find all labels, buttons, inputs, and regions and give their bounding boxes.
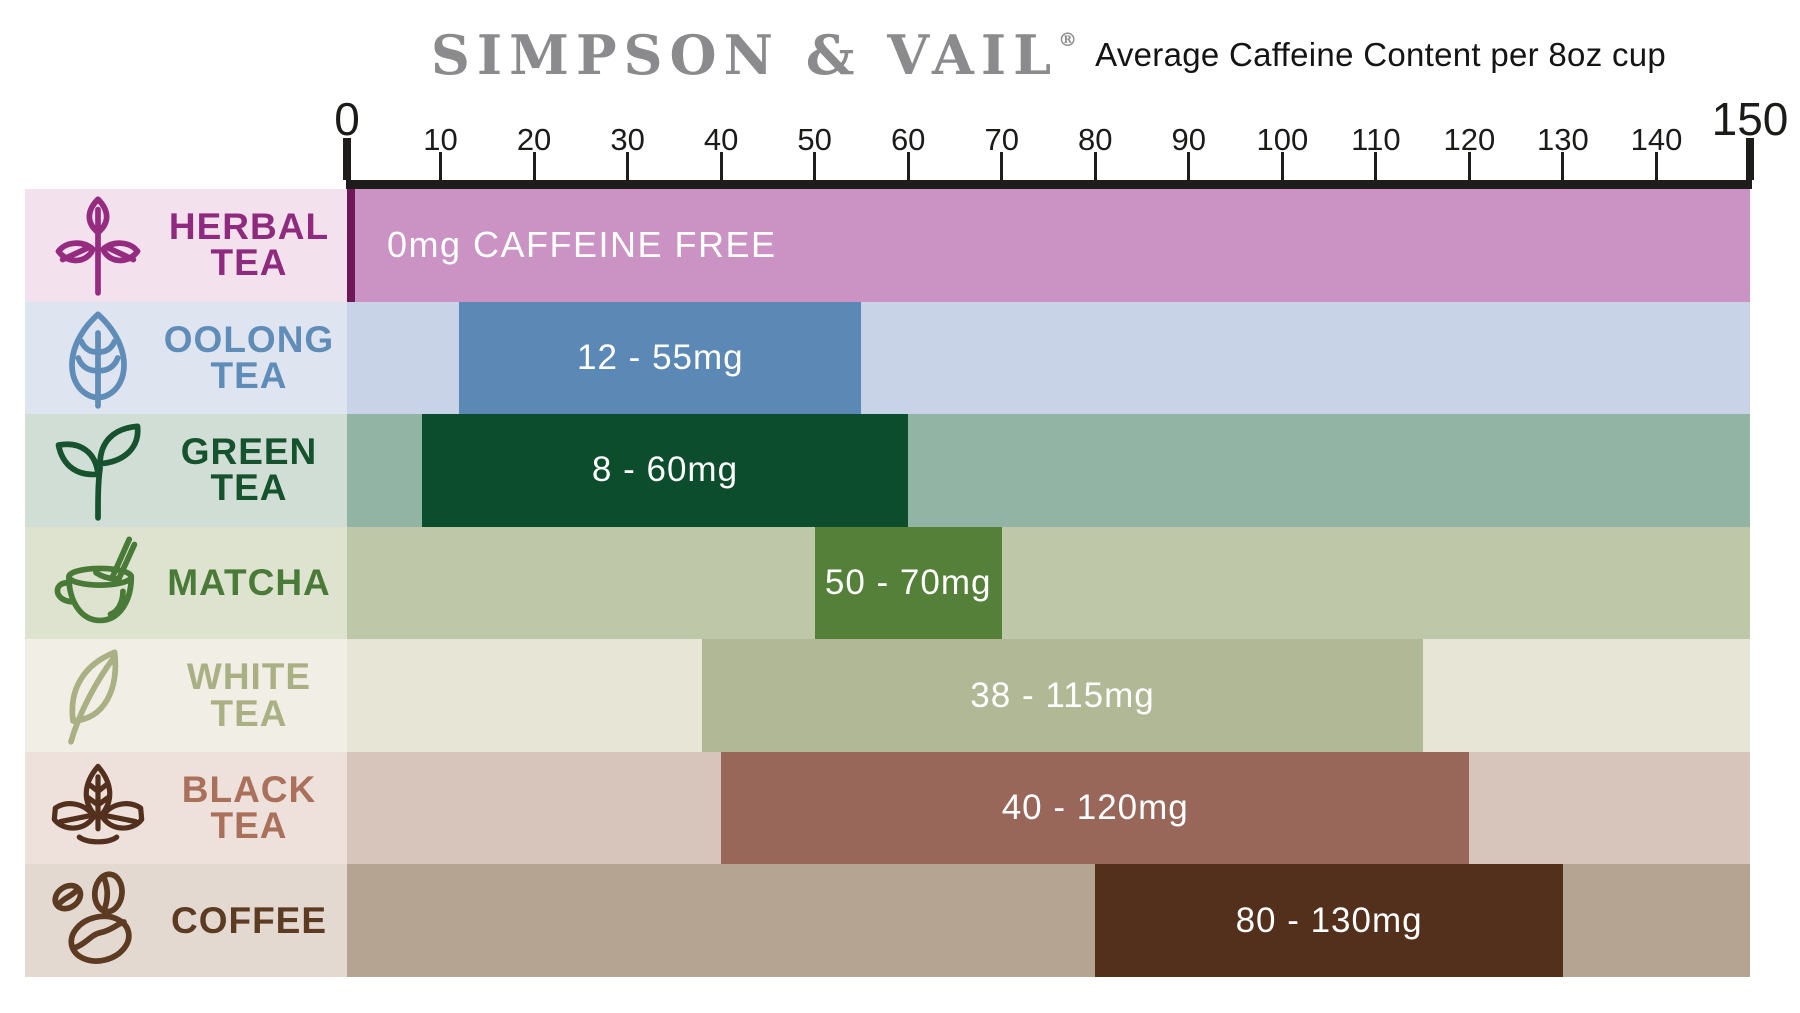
herbal-plant-icon (41, 193, 155, 297)
axis-tick-mark (343, 138, 351, 180)
axis-tick-label: 100 (1256, 122, 1309, 157)
axis-tick-label: 90 (1171, 122, 1207, 157)
axis-tick-label: 140 (1630, 122, 1683, 157)
axis-tick-label: 120 (1443, 122, 1496, 157)
label-line-2: TEA (210, 467, 288, 509)
axis-tick-label: 150 (1711, 93, 1789, 145)
row-oolong-tea: 12 - 55mg OOLONG TEA (0, 301, 1800, 415)
green-tea-label-cell: GREEN TEA (25, 414, 347, 527)
axis-tick-label: 60 (890, 122, 926, 157)
label-line-1: HERBAL (168, 206, 330, 248)
registered-trademark-symbol: ® (1058, 29, 1078, 51)
axis-tick-mark (1093, 152, 1097, 180)
matcha-label-cell: MATCHA (25, 526, 347, 640)
label-line-1: BLACK (181, 768, 317, 810)
axis-tick-label: 130 (1537, 122, 1589, 157)
green-tea-label: GREEN TEA (155, 431, 347, 509)
green-tea-sprout-icon (41, 418, 155, 522)
axis-tick-mark (813, 152, 817, 180)
axis-tick-mark (1000, 152, 1004, 180)
herbal-tea-zero-marker (347, 189, 355, 302)
label-line-1: GREEN (180, 431, 318, 473)
green-tea-caffeine-bar: 8 - 60mg (421, 414, 909, 527)
herbal-tea-row-band: 0mg CAFFEINE FREE (347, 189, 1750, 302)
axis-tick-mark (439, 152, 443, 180)
coffee-label: COFFEE (155, 899, 347, 941)
axis-tick-mark (626, 152, 630, 180)
label-line-1: COFFEE (170, 899, 328, 941)
herbal-tea-label-cell: HERBAL TEA (25, 189, 347, 302)
coffee-caffeine-bar: 80 - 130mg (1095, 864, 1563, 978)
oolong-leaf-icon (41, 306, 155, 410)
herbal-tea-bar-label: 0mg CAFFEINE FREE (387, 224, 777, 266)
label-line-2: TEA (210, 354, 288, 396)
row-white-tea: 38 - 115mg WHITE TEA (0, 639, 1800, 752)
herbal-tea-label: HERBAL TEA (155, 206, 347, 284)
axis-tick-mark (1467, 152, 1471, 180)
label-line-1: MATCHA (167, 561, 331, 603)
axis-tick-mark (719, 152, 723, 180)
matcha-bowl-whisk-icon (41, 531, 155, 635)
coffee-row-band: 80 - 130mg (347, 864, 1750, 978)
axis-tick-label: 30 (610, 122, 645, 157)
label-line-1: OOLONG (163, 318, 335, 360)
white-tea-leaf-icon (41, 644, 155, 748)
row-black-tea: 40 - 120mg BLACK TEA (0, 751, 1800, 865)
label-line-2: TEA (210, 805, 288, 847)
axis-tick-label: 50 (797, 122, 832, 157)
label-line-2: TEA (210, 692, 288, 734)
axis-tick-mark (1654, 152, 1658, 180)
brand-name: SIMPSON & VAIL (430, 23, 1059, 87)
white-tea-row-band: 38 - 115mg (347, 639, 1750, 752)
oolong-tea-label: OOLONG TEA (155, 318, 347, 396)
axis-tick-mark (1187, 152, 1191, 180)
axis-tick-mark (1280, 152, 1284, 180)
black-tea-row-band: 40 - 120mg (347, 751, 1750, 865)
black-tea-leaves-icon (41, 756, 155, 860)
coffee-beans-icon (41, 869, 155, 973)
header: SIMPSON & VAIL® Average Caffeine Content… (347, 10, 1750, 100)
oolong-tea-caffeine-bar: 12 - 55mg (459, 301, 862, 415)
matcha-caffeine-bar: 50 - 70mg (814, 526, 1002, 640)
x-axis-line (346, 180, 1752, 189)
black-tea-label: BLACK TEA (155, 768, 347, 847)
matcha-label: MATCHA (155, 561, 347, 603)
matcha-row-band: 50 - 70mg (347, 526, 1750, 640)
axis-tick-label: 80 (1078, 122, 1113, 157)
axis-tick-mark (1374, 152, 1378, 180)
axis-tick-mark (906, 152, 910, 180)
axis-tick-mark (1746, 138, 1754, 180)
axis-tick-label: 10 (423, 122, 458, 157)
axis-tick-label: 70 (984, 122, 1019, 157)
axis-tick-mark (1561, 152, 1565, 180)
white-tea-label: WHITE TEA (155, 656, 347, 734)
oolong-tea-row-band: 12 - 55mg (347, 301, 1750, 415)
chart-title: Average Caffeine Content per 8oz cup (1095, 36, 1667, 73)
green-tea-row-band: 8 - 60mg (347, 414, 1750, 527)
label-line-1: WHITE (186, 656, 312, 698)
white-tea-label-cell: WHITE TEA (25, 639, 347, 752)
black-tea-label-cell: BLACK TEA (25, 751, 347, 865)
axis-tick-label: 110 (1351, 122, 1401, 157)
brand-logo-text: SIMPSON & VAIL® (431, 23, 1077, 87)
white-tea-caffeine-bar: 38 - 115mg (702, 639, 1423, 752)
chart-rows: 0mg CAFFEINE FREE HERBAL TEA (0, 189, 1800, 978)
coffee-label-cell: COFFEE (25, 864, 347, 978)
row-herbal-tea: 0mg CAFFEINE FREE HERBAL TEA (0, 189, 1800, 302)
axis-tick-label: 40 (703, 122, 739, 157)
axis-tick-label: 0 (334, 93, 360, 145)
row-green-tea: 8 - 60mg GREEN TEA (0, 414, 1800, 527)
label-line-2: TEA (210, 242, 288, 284)
row-matcha: 50 - 70mg MATCHA (0, 526, 1800, 640)
axis-tick-label: 20 (516, 122, 552, 157)
row-coffee: 80 - 130mg COFFEE (0, 864, 1800, 978)
oolong-tea-label-cell: OOLONG TEA (25, 301, 347, 415)
black-tea-caffeine-bar: 40 - 120mg (721, 751, 1470, 865)
axis-tick-mark (532, 152, 536, 180)
